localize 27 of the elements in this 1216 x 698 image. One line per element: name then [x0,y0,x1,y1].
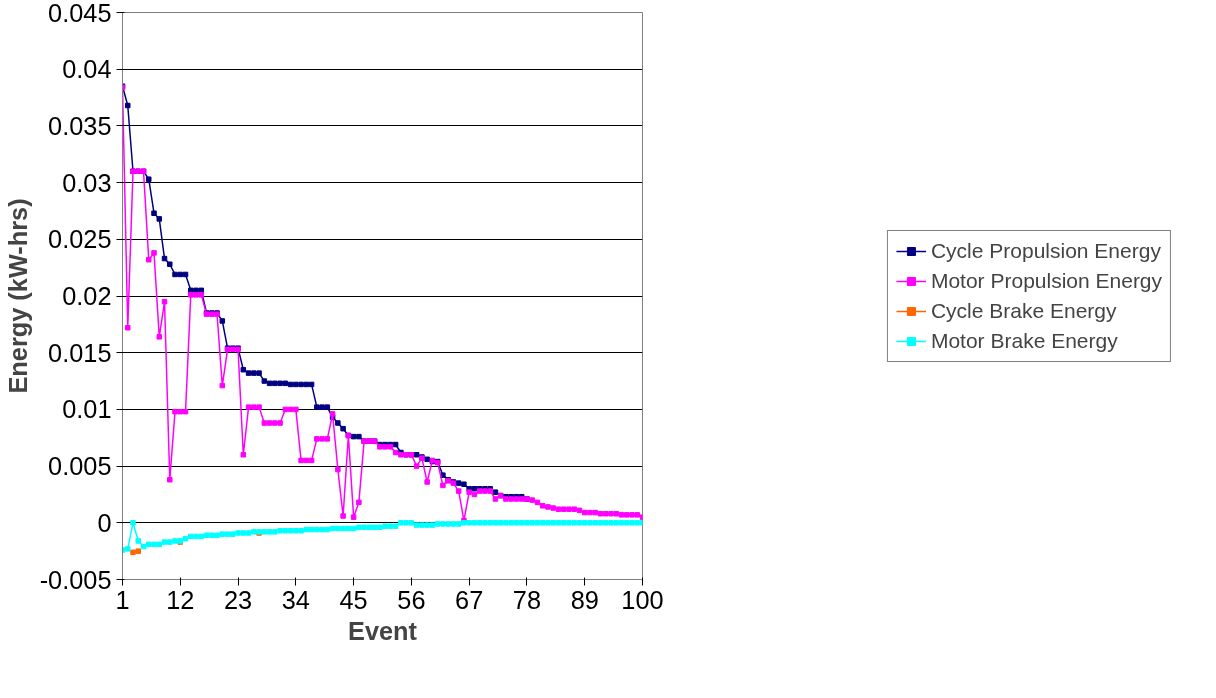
legend-label: Cycle Propulsion Energy [930,238,1161,263]
x-tick-label: 45 [339,585,368,614]
x-axis-title: Event [348,616,418,645]
x-tick-label: 56 [397,585,426,614]
y-tick-label: 0.045 [48,0,112,27]
legend-label: Cycle Brake Energy [930,298,1117,323]
x-tick-label: 1 [115,585,130,614]
y-tick-label: 0.02 [62,282,112,310]
y-tick-label: 0 [97,508,112,537]
y-tick-label: 0.035 [48,111,112,140]
y-tick-label: 0.04 [62,55,112,84]
legend-label: Motor Propulsion Energy [930,268,1163,293]
x-tick-label: 89 [570,585,599,614]
y-tick-label: 0.005 [48,452,112,481]
x-tick-label: 23 [223,585,253,614]
x-tick-label: 100 [621,585,664,614]
y-tick-label: -0.005 [39,565,112,594]
y-tick-label: 0.015 [48,338,112,367]
y-tick-label: 0.03 [62,168,112,197]
legend-label: Motor Brake Energy [930,328,1118,353]
x-tick-label: 34 [281,585,310,614]
x-tick-label: 78 [512,585,542,614]
x-tick-label: 12 [166,585,195,614]
y-axis-title: Energy (kW-hrs) [3,198,32,394]
y-tick-label: 0.025 [48,225,112,254]
x-tick-label: 67 [455,585,484,614]
y-tick-label: 0.01 [62,395,112,424]
